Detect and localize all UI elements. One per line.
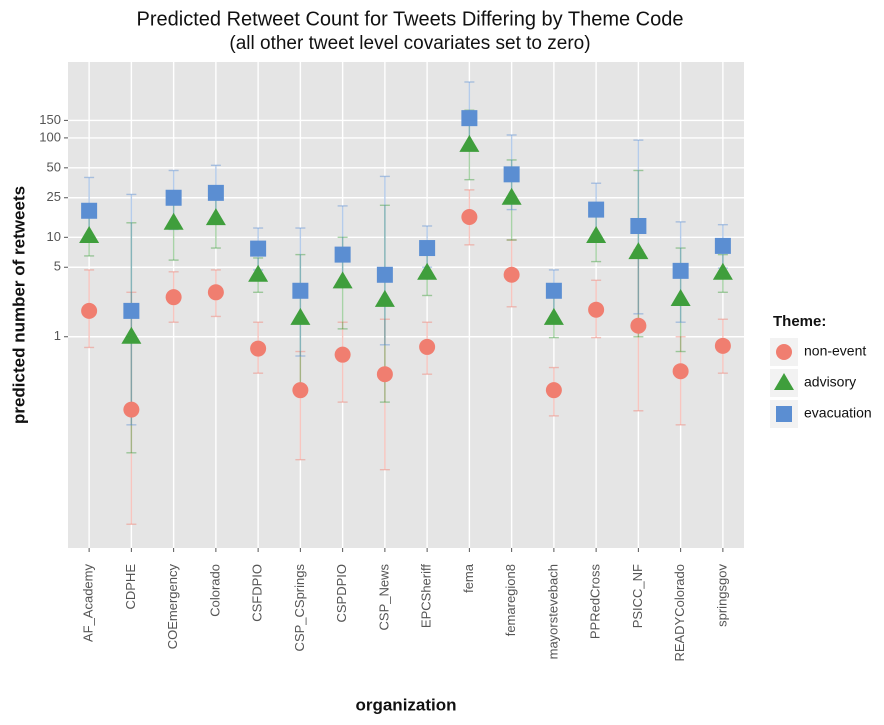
point: [461, 209, 478, 226]
point: [714, 237, 731, 254]
point: [461, 110, 478, 127]
point: [543, 307, 564, 325]
point: [123, 302, 140, 319]
point: [292, 282, 309, 299]
point: [163, 212, 184, 230]
point: [81, 202, 98, 219]
y-axis-label: predicted number of retweets: [9, 186, 28, 424]
x-tick-label: CSP_CSprings: [292, 564, 307, 652]
point: [714, 337, 731, 354]
legend-label: evacuation: [804, 405, 872, 421]
y-tick-label: 5: [54, 259, 61, 274]
legend-label: advisory: [804, 374, 856, 390]
chart-subtitle: (all other tweet level covariates set to…: [229, 33, 590, 54]
legend-marker: [776, 406, 792, 422]
point: [376, 366, 393, 383]
x-tick-label: EPCSheriff: [419, 564, 434, 628]
point: [459, 134, 480, 152]
point: [712, 262, 733, 280]
point: [628, 242, 649, 260]
point: [165, 289, 182, 306]
error-bar: [379, 318, 390, 471]
x-tick-label: PSICC_NF: [630, 564, 645, 628]
x-tick-label: READYColorado: [672, 564, 687, 662]
point: [545, 382, 562, 399]
point: [332, 271, 353, 289]
point: [207, 184, 224, 201]
point: [630, 317, 647, 334]
x-tick-label: CDPHE: [123, 564, 138, 610]
y-tick-label: 25: [47, 189, 61, 204]
point: [207, 284, 224, 301]
point: [417, 262, 438, 280]
legend-title: Theme:: [773, 313, 826, 330]
point: [79, 226, 100, 244]
error-bar: [675, 336, 686, 426]
point: [670, 288, 691, 306]
point: [292, 382, 309, 399]
point: [165, 189, 182, 206]
point: [588, 301, 605, 318]
point: [250, 340, 267, 357]
y-tick-label: 150: [39, 112, 61, 127]
point: [419, 338, 436, 355]
y-tick-label: 100: [39, 129, 61, 144]
point: [501, 187, 522, 205]
x-axis-label: organization: [355, 695, 456, 714]
point: [586, 226, 607, 244]
x-tick-label: mayorstevebach: [545, 564, 560, 659]
y-tick-label: 50: [47, 159, 61, 174]
plot-panel: [68, 62, 744, 548]
x-tick-label: fema: [461, 563, 476, 593]
point: [672, 363, 689, 380]
point: [334, 346, 351, 363]
point: [503, 266, 520, 283]
point: [334, 246, 351, 263]
x-tick-label: Colorado: [207, 564, 222, 617]
y-tick-label: 1: [54, 328, 61, 343]
point: [374, 289, 395, 307]
chart-title: Predicted Retweet Count for Tweets Diffe…: [137, 8, 684, 30]
x-tick-label: femaregion8: [503, 564, 518, 636]
x-tick-label: COEmergency: [165, 564, 180, 650]
point: [672, 262, 689, 279]
point: [81, 302, 98, 319]
error-bar: [295, 350, 306, 461]
point: [121, 326, 142, 344]
legend-marker: [774, 373, 794, 390]
x-tick-label: AF_Academy: [81, 564, 96, 643]
point: [248, 264, 269, 282]
x-tick-label: PPRedCross: [588, 564, 603, 640]
legend-label: non-event: [804, 343, 866, 359]
x-tick-label: CSFDPIO: [250, 564, 265, 622]
point: [419, 240, 436, 257]
point: [250, 240, 267, 257]
point: [205, 208, 226, 226]
point: [376, 266, 393, 283]
error-bar: [379, 175, 390, 346]
legend-marker: [776, 344, 792, 360]
point: [630, 217, 647, 234]
point: [123, 401, 140, 418]
point: [545, 282, 562, 299]
point: [290, 307, 311, 325]
point: [503, 166, 520, 183]
y-tick-label: 10: [47, 229, 61, 244]
point: [588, 201, 605, 218]
x-tick-label: CSPDPIO: [334, 564, 349, 623]
x-tick-label: CSP_News: [376, 564, 391, 631]
x-tick-label: springsgov: [714, 564, 729, 627]
